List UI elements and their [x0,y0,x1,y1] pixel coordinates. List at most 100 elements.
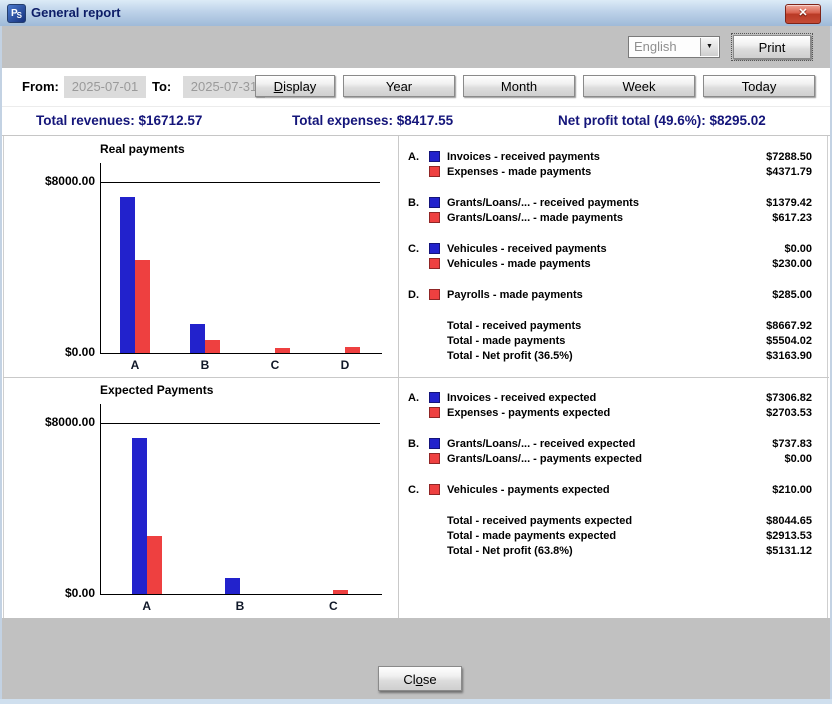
legend-label: Total - made payments expected [447,529,617,542]
top-gridline [100,182,380,183]
chevron-down-icon[interactable]: ▼ [700,38,718,56]
legend-group: A. Invoices - received payments $7288.50 Ex… [408,149,812,179]
panel-divider [3,377,829,378]
window-title: General report [31,5,121,20]
bar-red-A [135,260,150,353]
legend-color-swatch [429,166,440,177]
legend-row: A. Invoices - received expected $7306.82 [408,390,812,405]
filter-button-year[interactable]: Year [343,75,455,97]
legend-value: $210.00 [772,483,812,496]
top-gridline [100,423,380,424]
legend-value: $285.00 [772,288,812,301]
filter-button-month[interactable]: Month [463,75,575,97]
legend-row: Grants/Loans/... - payments expected $0.0… [408,451,812,466]
legend-color-swatch [429,197,440,208]
legend-value: $1379.42 [766,196,812,209]
y-axis-line [100,404,101,594]
legend-value: $3163.90 [766,349,812,362]
bar-blue-B [190,324,205,353]
legend-group: D. Payrolls - made payments $285.00 [408,287,812,302]
legend-letter: B. [408,196,419,209]
legend-row: Total - received payments $8667.92 [408,318,812,333]
legend-value: $0.00 [784,452,812,465]
legend-letter: B. [408,437,419,450]
total-expenses: Total expenses: $8417.55 [292,113,454,128]
legend-label: Grants/Loans/... - made payments [447,211,624,224]
legend-label: Vehicules - received payments [447,242,607,255]
legend-row: Grants/Loans/... - made payments $617.23 [408,210,812,225]
to-date-field[interactable] [183,76,265,98]
to-label: To: [152,79,172,94]
y-axis-line [100,163,101,353]
legend-letter: C. [408,483,419,496]
legend-value: $2703.53 [766,406,812,419]
total-revenues: Total revenues: $16712.57 [36,113,203,128]
legend-value: $2913.53 [766,529,812,542]
filter-button-display[interactable]: Display [255,75,335,97]
legend-value: $7306.82 [766,391,812,404]
filter-button-week[interactable]: Week [583,75,695,97]
legend-label: Total - made payments [447,334,566,347]
legend-label: Grants/Loans/... - received payments [447,196,639,209]
legend-label: Grants/Loans/... - received expected [447,437,636,450]
category-label: B [200,358,210,372]
legend-value: $7288.50 [766,150,812,163]
category-label: C [270,358,280,372]
category-label: A [142,599,151,613]
real-payments-panel: Real payments $8000.00 $0.00 A B C D A. Invoice… [0,136,832,377]
legend-color-swatch [429,151,440,162]
legend-group: C. Vehicules - received payments $0.00 Vehi… [408,241,812,271]
legend-row: C. Vehicules - received payments $0.00 [408,241,812,256]
close-button[interactable]: Close [378,666,462,691]
legend-label: Total - received payments expected [447,514,633,527]
legend-color-swatch [429,407,440,418]
legend-label: Expenses - payments expected [447,406,611,419]
expected-payments-legend: A. Invoices - received expected $7306.82 Ex… [400,377,813,618]
category-label: C [328,599,338,613]
legend-label: Expenses - made payments [447,165,592,178]
net-profit-total: Net profit total (49.6%): $8295.02 [558,113,766,128]
legend-row: Total - made payments $5504.02 [408,333,812,348]
bar-blue-B [225,578,240,594]
from-date-field[interactable] [64,76,146,98]
legend-row: B. Grants/Loans/... - received payments $1… [408,195,812,210]
expected-payments-chart: Expected Payments $8000.00 $0.00 A B C [0,377,398,618]
legend-letter: D. [408,288,419,301]
legend-letter: A. [408,391,419,404]
legend-group: B. Grants/Loans/... - received payments $1… [408,195,812,225]
filter-button-today[interactable]: Today [703,75,815,97]
language-select[interactable]: English ▼ [628,36,720,58]
legend-label: Total - Net profit (36.5%) [447,349,573,362]
y-tick-zero: $0.00 [64,345,95,359]
legend-row: C. Vehicules - payments expected $210.00 [408,482,812,497]
legend-value: $8667.92 [766,319,812,332]
legend-label: Total - Net profit (63.8%) [447,544,573,557]
legend-row: Total - Net profit (36.5%) $3163.90 [408,348,812,363]
legend-row: Total - made payments expected $2913.53 [408,528,812,543]
legend-label: Vehicules - payments expected [447,483,610,496]
close-window-icon[interactable]: ✕ [785,4,821,24]
real-payments-legend: A. Invoices - received payments $7288.50 Ex… [400,136,813,377]
legend-value: $230.00 [772,257,812,270]
legend-value: $8044.65 [766,514,812,527]
legend-group: A. Invoices - received expected $7306.82 Ex… [408,390,812,420]
legend-color-swatch [429,484,440,495]
legend-group: B. Grants/Loans/... - received expected $7… [408,436,812,466]
legend-color-swatch [429,289,440,300]
summary-row: Total revenues: $16712.57 Total expenses… [2,106,830,136]
legend-row: A. Invoices - received payments $7288.50 [408,149,812,164]
legend-color-swatch [429,438,440,449]
legend-row: Expenses - made payments $4371.79 [408,164,812,179]
x-axis-line [100,353,382,354]
legend-totals: Total - received payments $8667.92 Total -… [408,318,812,363]
y-tick-max: $8000.00 [44,415,95,429]
bar-red-B [205,340,220,353]
legend-color-swatch [429,453,440,464]
legend-row: D. Payrolls - made payments $285.00 [408,287,812,302]
legend-letter: C. [408,242,419,255]
legend-row: Vehicules - made payments $230.00 [408,256,812,271]
print-button[interactable]: Print [731,33,813,61]
bar-blue-A [120,197,135,353]
